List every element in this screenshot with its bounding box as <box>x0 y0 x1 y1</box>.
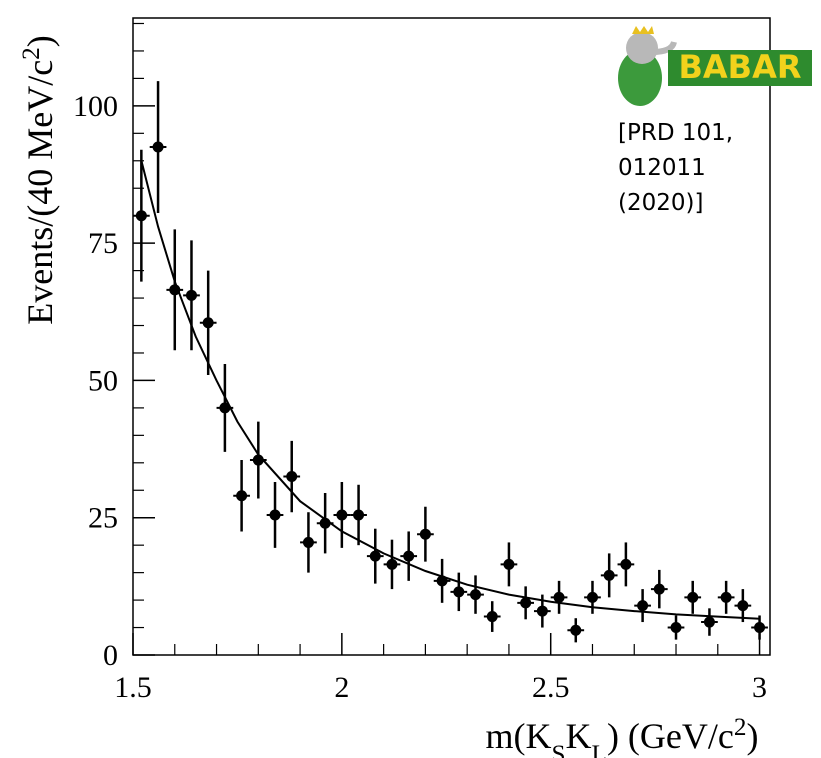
data-point <box>269 509 281 521</box>
data-point <box>453 586 465 598</box>
data-point <box>353 509 365 521</box>
data-point <box>252 454 264 466</box>
y-axis-label-part: ) <box>20 35 60 47</box>
data-point <box>637 600 649 612</box>
data-point <box>620 558 632 570</box>
x-axis-label-part: 2 <box>734 714 747 741</box>
data-point <box>202 317 214 329</box>
data-point <box>737 600 749 612</box>
data-point <box>419 528 431 540</box>
data-point <box>653 583 665 595</box>
data-point <box>436 575 448 587</box>
data-point <box>553 591 565 603</box>
y-tick-label: 75 <box>88 227 118 260</box>
y-tick-label: 50 <box>88 364 118 397</box>
data-point <box>503 558 515 570</box>
data-point <box>302 536 314 548</box>
data-point <box>286 471 298 483</box>
x-axis-label-part: ) (GeV/c <box>607 716 734 756</box>
logo-text: BABAR <box>679 48 802 86</box>
data-point <box>570 624 582 636</box>
data-point <box>369 550 381 562</box>
logo-elephant-head <box>626 32 658 64</box>
x-axis-label-part: L <box>592 741 607 758</box>
data-point <box>520 597 532 609</box>
annotation-line: (2020)] <box>618 190 703 216</box>
data-point <box>536 605 548 617</box>
data-point <box>236 490 248 502</box>
y-tick-label: 25 <box>88 502 118 535</box>
x-axis-label-part: K <box>566 716 592 756</box>
y-axis-label-part: Events/(40 MeV/c <box>20 60 60 325</box>
data-point <box>386 558 398 570</box>
annotation-line: 012011 <box>618 155 706 181</box>
y-axis-label-part: 2 <box>18 47 45 60</box>
logo-crown <box>632 26 654 34</box>
data-point <box>586 591 598 603</box>
x-tick-label: 2 <box>334 671 349 704</box>
data-point <box>670 622 682 634</box>
data-point <box>687 591 699 603</box>
x-tick-label: 2.5 <box>532 671 570 704</box>
plot-frame <box>132 17 771 656</box>
x-axis-label-part: m(K <box>486 716 552 756</box>
data-point <box>169 284 181 296</box>
data-point <box>754 622 766 634</box>
logo-box <box>668 50 812 86</box>
logo-elephant-trunk <box>651 41 677 55</box>
logo-elephant-body <box>618 50 662 106</box>
data-point <box>486 611 498 623</box>
fit-curve <box>140 160 760 620</box>
data-point <box>152 141 164 153</box>
data-point <box>336 509 348 521</box>
x-axis-label-part: S <box>552 741 566 758</box>
y-axis-label: Events/(40 MeV/c2) <box>18 35 61 325</box>
data-point <box>703 616 715 628</box>
x-axis-label: m(KSKL) (GeV/c2) <box>486 714 759 758</box>
logo: BABAR <box>618 26 812 106</box>
data-point <box>470 589 482 601</box>
data-point <box>720 591 732 603</box>
data-point <box>603 569 615 581</box>
data-point <box>135 210 147 222</box>
y-tick-label: 0 <box>103 639 118 672</box>
x-axis-label-part: ) <box>746 716 758 756</box>
x-tick-label: 1.5 <box>114 671 152 704</box>
data-point <box>219 402 231 414</box>
data-point <box>403 550 415 562</box>
data-point <box>185 289 197 301</box>
y-tick-label: 100 <box>73 90 118 123</box>
x-tick-label: 3 <box>752 671 767 704</box>
annotation-line: [PRD 101, <box>618 120 733 146</box>
data-point <box>319 517 331 529</box>
